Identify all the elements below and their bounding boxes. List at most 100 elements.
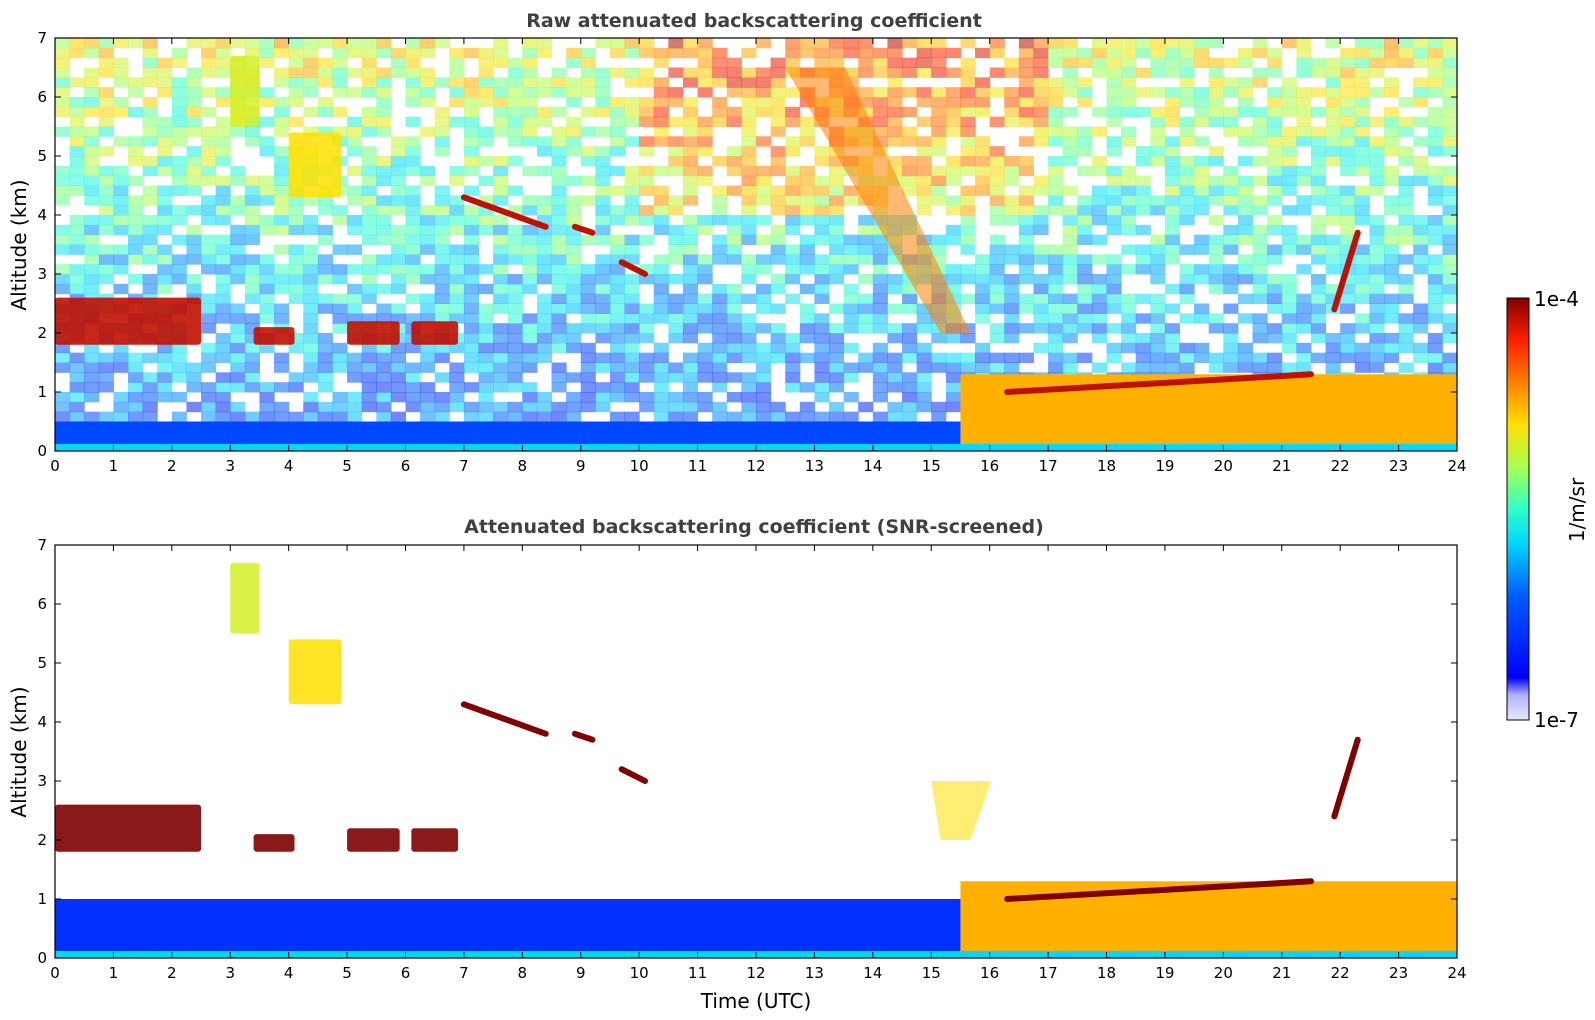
noise-cell <box>595 234 611 245</box>
noise-cell <box>1442 175 1458 186</box>
noise-cell <box>1267 254 1283 265</box>
noise-cell <box>741 146 757 157</box>
noise-cell <box>960 195 976 206</box>
noise-cell <box>785 57 801 68</box>
noise-cell <box>405 136 421 147</box>
noise-cell <box>887 401 903 413</box>
noise-cell <box>872 313 888 324</box>
noise-cell <box>1033 274 1049 285</box>
noise-cell <box>361 382 377 393</box>
noise-cell <box>1252 244 1268 255</box>
raw-axis-ticks: 0 1 2 3 4 5 6 7 8 9 10 11 12 13 14 15 16 17 18 19 20 21 22 23 24… <box>37 29 1466 475</box>
noise-cell <box>1354 195 1370 206</box>
noise-cell <box>171 106 187 118</box>
noise-cell <box>1018 57 1034 68</box>
noise-cell <box>975 274 991 285</box>
noise-cell <box>1267 165 1283 177</box>
noise-cell <box>1164 205 1181 216</box>
noise-cell <box>639 401 655 413</box>
noise-cell <box>814 57 830 68</box>
noise-cell <box>288 333 304 344</box>
noise-cell <box>1267 87 1283 98</box>
noise-cell <box>84 136 100 147</box>
noise-cell <box>960 244 976 255</box>
noise-cell <box>945 87 961 98</box>
noise-cell <box>872 342 888 354</box>
noise-cell <box>55 401 71 413</box>
noise-cell <box>1413 215 1429 226</box>
noise-cell <box>858 67 874 78</box>
noise-cell <box>536 352 553 363</box>
noise-cell <box>142 67 158 78</box>
noise-cell <box>1398 313 1414 324</box>
noise-cell <box>507 401 523 413</box>
noise-cell <box>142 234 158 245</box>
noise-cell <box>347 215 363 226</box>
noise-cell <box>668 274 684 285</box>
noise-cell <box>317 382 333 393</box>
noise-cell <box>1077 303 1093 314</box>
noise-cell <box>580 401 596 413</box>
noise-cell <box>1237 175 1254 186</box>
noise-cell <box>1048 136 1064 147</box>
noise-cell <box>1427 293 1443 304</box>
noise-cell <box>98 57 114 68</box>
noise-cell <box>580 77 596 88</box>
noise-cell <box>741 195 757 206</box>
noise-cell <box>244 175 260 186</box>
noise-cell <box>1427 234 1443 245</box>
noise-cell <box>609 323 626 334</box>
noise-cell <box>741 116 757 127</box>
noise-cell <box>274 97 290 108</box>
noise-cell <box>1062 224 1078 236</box>
noise-cell <box>551 333 567 344</box>
noise-cell <box>1164 362 1181 373</box>
noise-cell <box>186 274 202 285</box>
noise-cell <box>785 264 801 275</box>
noise-cell <box>872 362 888 373</box>
noise-cell <box>244 254 260 265</box>
noise-cell <box>609 234 626 245</box>
noise-cell <box>201 401 217 413</box>
noise-cell <box>536 87 553 98</box>
noise-cell <box>142 224 158 236</box>
noise-cell <box>580 293 596 304</box>
noise-cell <box>1018 67 1034 78</box>
noise-cell <box>551 224 567 236</box>
noise-cell <box>872 97 888 108</box>
noise-cell <box>215 136 231 147</box>
x-tick-label: 6 <box>401 964 411 982</box>
noise-cell <box>1048 77 1064 88</box>
noise-cell <box>566 323 582 334</box>
noise-cell <box>1281 175 1297 186</box>
noise-cell <box>1150 205 1166 216</box>
noise-cell <box>931 87 947 98</box>
noise-cell <box>157 392 173 403</box>
noise-cell <box>361 106 377 118</box>
noise-cell <box>872 57 888 68</box>
noise-cell <box>463 185 480 196</box>
noise-cell <box>507 77 523 88</box>
noise-cell <box>931 362 947 373</box>
noise-cell <box>522 401 538 413</box>
noise-cell <box>463 234 480 245</box>
noise-cell <box>653 205 669 216</box>
noise-cell <box>989 264 1005 275</box>
noise-cell <box>814 264 830 275</box>
low-cloud-patch <box>253 834 295 852</box>
noise-cell <box>945 333 961 344</box>
noise-cell <box>580 156 596 167</box>
noise-cell <box>376 283 392 295</box>
noise-cell <box>566 244 582 255</box>
noise-cell <box>639 165 655 177</box>
noise-cell <box>609 411 626 422</box>
noise-cell <box>390 47 406 59</box>
noise-cell <box>215 303 231 314</box>
noise-cell <box>1398 215 1414 226</box>
x-tick-label: 6 <box>401 457 411 475</box>
noise-cell <box>478 313 494 324</box>
noise-cell <box>1106 38 1122 49</box>
noise-cell <box>960 264 976 275</box>
noise-cell <box>186 67 202 78</box>
noise-cell <box>1340 195 1356 206</box>
